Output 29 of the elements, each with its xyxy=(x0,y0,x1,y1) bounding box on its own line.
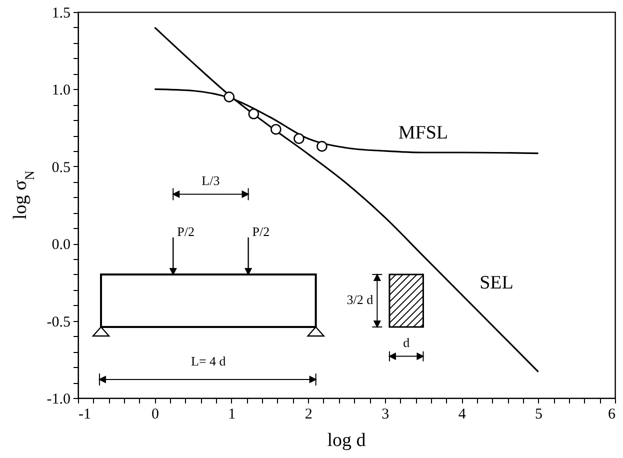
point xyxy=(248,108,260,120)
annotation: P/2 xyxy=(252,224,270,239)
x-axis-title: log d xyxy=(327,430,366,451)
point xyxy=(224,92,235,102)
annotation: P/2 xyxy=(177,224,194,239)
x-tick-label: 4 xyxy=(458,406,466,422)
annotation: d xyxy=(403,335,410,350)
annotation: L/3 xyxy=(202,172,220,188)
x-tick-label: -1 xyxy=(78,406,91,422)
y-tick-label: -0.5 xyxy=(46,314,70,330)
line-series xyxy=(154,26,540,373)
annotation: L= 4 d xyxy=(191,354,226,369)
x-tick-label: 2 xyxy=(304,406,312,422)
y-tick-label: 1.0 xyxy=(52,82,70,99)
y-tick-label: 1.5 xyxy=(52,6,70,22)
series-label: MFSL xyxy=(398,122,448,144)
point xyxy=(316,140,328,152)
series-label: SEL xyxy=(480,272,514,294)
x-tick-label: 0 xyxy=(151,406,159,422)
x-tick-label: 6 xyxy=(608,406,616,422)
x-tick-label: 1 xyxy=(228,406,236,422)
annotation: 3/2 d xyxy=(346,292,374,307)
x-tick-label: 3 xyxy=(382,406,390,422)
y-tick-label: 0.5 xyxy=(52,160,70,176)
x-tick-label: 5 xyxy=(535,406,543,422)
point xyxy=(294,133,304,144)
y-tick-label: -1.0 xyxy=(46,392,70,408)
y-tick-label: 0.0 xyxy=(52,237,70,254)
point xyxy=(270,124,282,135)
